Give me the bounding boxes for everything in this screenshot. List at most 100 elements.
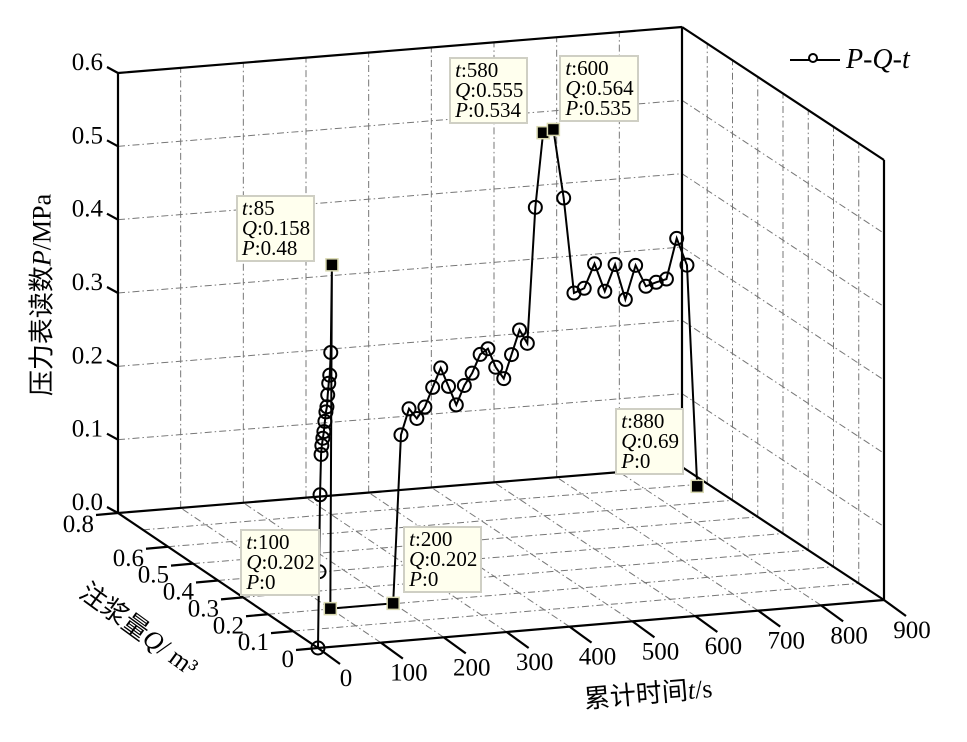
datatip-var: P [241, 235, 255, 260]
data-point [527, 199, 543, 215]
datatip-value: :0 [421, 567, 439, 592]
x-tick [883, 599, 907, 617]
data-point [679, 257, 695, 273]
data-point [512, 322, 528, 338]
datatip-t-row: t:100 [246, 529, 314, 554]
legend-line-circle-icon [790, 53, 840, 63]
datatip-P-row: P:0.48 [241, 235, 310, 260]
data-point [433, 360, 449, 376]
datatip-value: :0.69 [636, 429, 679, 454]
data-point [417, 399, 433, 415]
data-point [313, 446, 329, 462]
datatip-var: P [565, 96, 579, 121]
legend-entry-label: P-Q-t [846, 44, 910, 75]
z-tick-label: 0.2 [72, 342, 103, 369]
back-wall-grid-line [117, 319, 683, 367]
datatip-value: :0.48 [254, 235, 298, 260]
datatip-value: :0 [634, 449, 651, 474]
y-tick [95, 511, 119, 517]
datatip-value: :0.202 [424, 547, 478, 572]
datatip-marker [690, 479, 704, 494]
datatip-var: P [455, 97, 468, 122]
data-point [628, 257, 644, 273]
floor-right-edge [681, 466, 885, 601]
datatip-P-row: P:0 [621, 449, 679, 474]
y-tick-label: 0 [282, 646, 295, 673]
z-tick [106, 66, 119, 74]
data-point [321, 375, 337, 391]
z-axis-label-unit: /MPa [27, 193, 57, 251]
datatip-Q-row: Q:0.202 [409, 547, 478, 572]
x-tick-label: 600 [705, 633, 743, 660]
data-point [401, 401, 417, 417]
datatip-Q-row: Q:0.69 [621, 429, 679, 454]
data-point [393, 427, 409, 443]
back-wall-grid-line [117, 173, 683, 221]
data-point [496, 371, 512, 387]
side-wall-grid-line [681, 319, 885, 454]
data-point [448, 397, 464, 413]
side-top-edge [681, 26, 885, 161]
datatip-t-row: t:200 [409, 527, 477, 552]
datatip-value: :600 [571, 56, 609, 81]
z-tick [106, 139, 119, 148]
data-point [316, 424, 332, 440]
datatip-marker [325, 258, 339, 272]
datatip-t-600: t:600 Q:0.564 P:0.535 [559, 55, 639, 123]
floor-grid-line [243, 502, 445, 638]
datatip-marker [546, 122, 561, 137]
y-tick-label: 0.2 [213, 612, 244, 639]
x-tick-label: 900 [893, 617, 931, 644]
side-wall-grid-line [681, 99, 885, 234]
datatip-marker [386, 596, 400, 611]
y-tick [220, 596, 244, 601]
data-point [638, 278, 654, 294]
datatip-Q-row: Q:0.555 [455, 79, 523, 100]
data-point [409, 410, 425, 426]
x-tick-label: 800 [830, 622, 868, 649]
datatip-t-100: t:100 Q:0.202 P:0 [240, 528, 320, 596]
back-top-edge [117, 25, 683, 75]
datatip-value: :100 [252, 529, 290, 554]
datatip-Q-row: Q:0.564 [565, 78, 633, 99]
data-point [320, 387, 336, 403]
datatip-var: t [409, 527, 415, 552]
side-wall-grid-line [681, 173, 885, 308]
floor-back-edge [117, 465, 683, 515]
datatip-value: :85 [247, 195, 275, 220]
x-tick-label: 200 [453, 654, 491, 681]
y-tick [170, 562, 194, 567]
x-tick [380, 641, 404, 660]
x-tick [694, 615, 718, 633]
data-point [587, 256, 603, 272]
z-tick-label: 0.3 [72, 269, 103, 296]
x-axis-line [317, 598, 885, 650]
datatip-var: P [409, 567, 422, 592]
datatip-var: Q [241, 215, 258, 240]
x-tick [443, 636, 467, 655]
datatip-value: :580 [460, 57, 499, 82]
z-tick [106, 212, 119, 221]
data-point [312, 487, 328, 503]
z-tick-label: 0.1 [72, 416, 103, 443]
data-point [315, 430, 331, 446]
z-tick [106, 506, 119, 514]
x-tick [317, 647, 341, 665]
datatip-t-row: t:600 [565, 56, 633, 81]
floor-grid-line [242, 549, 809, 598]
data-point [323, 344, 339, 360]
datatip-marker [323, 601, 338, 616]
data-point [464, 365, 480, 381]
datatip-t-880: t:880 Q:0.69 P:0 [615, 408, 684, 476]
datatip-var: Q [246, 549, 262, 574]
datatip-value: :0.535 [578, 96, 632, 121]
datatip-var: t [246, 529, 253, 554]
data-point [556, 190, 572, 206]
z-tick [106, 286, 119, 294]
x-axis-label-prefix: 累计时间 [582, 676, 690, 715]
data-point [669, 230, 685, 246]
x-tick-label: 400 [579, 644, 617, 671]
x-tick [568, 625, 593, 644]
z-tick-label: 0.5 [72, 122, 103, 149]
